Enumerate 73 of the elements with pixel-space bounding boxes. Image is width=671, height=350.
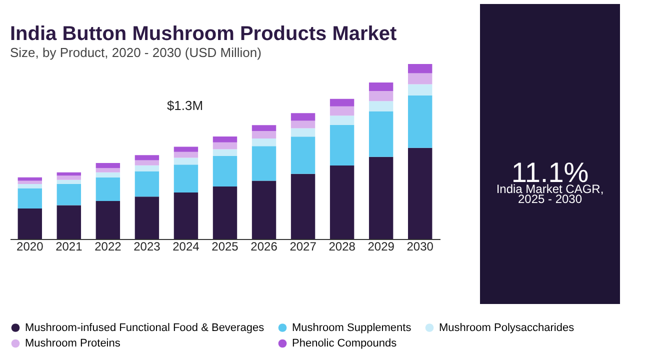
x-tick-label: 2026 — [250, 240, 278, 254]
bar — [252, 146, 276, 181]
bar — [18, 184, 42, 188]
legend-label: Mushroom Polysaccharides — [439, 322, 575, 334]
bar — [212, 156, 238, 186]
bar — [212, 136, 238, 142]
bar — [368, 101, 394, 112]
bar — [290, 128, 316, 137]
bar — [56, 176, 82, 180]
text: 2025 - 2030 — [518, 192, 582, 206]
bar — [330, 98, 354, 106]
bar — [134, 171, 160, 197]
chart-subtitle: Size, by Product, 2020 - 2030 (USD Million) — [10, 45, 262, 60]
bar — [96, 177, 120, 202]
bar — [96, 201, 120, 239]
bar — [368, 156, 394, 239]
bar — [96, 168, 120, 172]
bar — [368, 90, 394, 102]
bar — [290, 136, 316, 174]
bar — [252, 138, 276, 146]
x-tick-label: 2025 — [212, 240, 239, 254]
bar — [212, 149, 238, 156]
bar — [368, 111, 394, 157]
bar — [174, 152, 198, 158]
bar — [134, 160, 160, 166]
x-tick-label: 2024 — [172, 240, 200, 254]
legend-label: Phenolic Compounds — [292, 338, 398, 350]
bar — [18, 188, 42, 209]
bar — [56, 205, 82, 239]
bar — [212, 186, 238, 239]
x-tick-label: 2022 — [94, 240, 122, 254]
bar — [174, 192, 198, 239]
bar — [252, 131, 276, 139]
bar — [56, 184, 82, 206]
bar — [408, 64, 432, 74]
bar — [134, 196, 160, 239]
bar — [290, 120, 316, 128]
bar — [252, 125, 276, 132]
bar — [174, 158, 198, 165]
bar — [56, 180, 82, 184]
x-tick-label: 2028 — [328, 240, 356, 254]
bar — [408, 73, 432, 84]
bar — [330, 116, 354, 125]
bar — [96, 172, 120, 178]
bar — [330, 166, 354, 239]
x-tick-label: 2029 — [368, 240, 395, 254]
annotation: $1.3M — [166, 98, 204, 113]
bar — [18, 208, 42, 239]
bar — [96, 163, 120, 168]
chart-title: India Button Mushroom Products Market — [10, 23, 398, 45]
x-tick-label: 2020 — [16, 240, 44, 254]
x-tick-label: 2021 — [56, 240, 83, 254]
x-tick-label: 2030 — [406, 240, 434, 254]
bar — [174, 164, 198, 192]
legend-label: Mushroom Proteins — [25, 338, 121, 350]
legend-label: Mushroom-infused Functional Food & Beverages — [25, 322, 265, 334]
bar — [212, 142, 238, 150]
legend-label: Mushroom Supplements — [292, 322, 412, 334]
bar — [252, 180, 276, 239]
bar — [368, 82, 394, 91]
bar — [330, 124, 354, 166]
bar — [174, 146, 198, 152]
bar — [330, 106, 354, 116]
bar — [408, 84, 432, 96]
bar — [134, 155, 160, 160]
bar — [290, 174, 316, 239]
x-tick-label: 2023 — [134, 240, 161, 254]
x-tick-label: 2027 — [290, 240, 317, 254]
bar — [408, 95, 432, 148]
bar — [408, 148, 432, 239]
bar — [134, 165, 160, 172]
bar — [18, 180, 42, 184]
bar — [290, 113, 316, 121]
